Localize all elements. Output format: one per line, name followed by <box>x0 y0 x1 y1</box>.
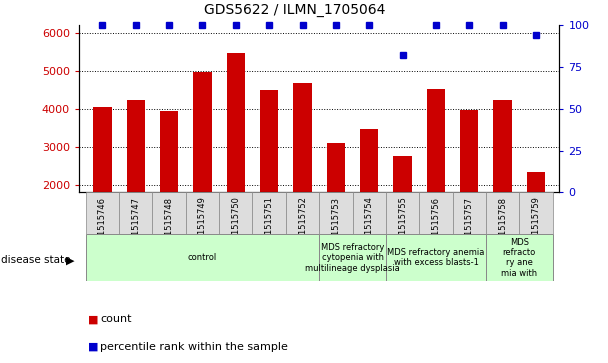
FancyBboxPatch shape <box>319 192 353 234</box>
Text: percentile rank within the sample: percentile rank within the sample <box>100 342 288 352</box>
Text: disease state: disease state <box>1 255 71 265</box>
Text: GSM1515753: GSM1515753 <box>331 197 340 253</box>
FancyBboxPatch shape <box>486 192 519 234</box>
Bar <box>126 100 145 261</box>
FancyBboxPatch shape <box>286 192 319 234</box>
Text: GSM1515747: GSM1515747 <box>131 197 140 253</box>
Text: control: control <box>188 253 217 262</box>
Text: GSM1515755: GSM1515755 <box>398 197 407 252</box>
FancyBboxPatch shape <box>153 192 186 234</box>
Text: ■: ■ <box>88 314 98 325</box>
Bar <box>293 83 312 261</box>
FancyBboxPatch shape <box>186 192 219 234</box>
FancyBboxPatch shape <box>219 192 252 234</box>
FancyBboxPatch shape <box>86 234 319 281</box>
Bar <box>193 72 212 261</box>
Text: ▶: ▶ <box>66 255 74 265</box>
Bar <box>427 89 445 261</box>
Bar <box>326 143 345 261</box>
FancyBboxPatch shape <box>519 192 553 234</box>
Bar <box>393 156 412 261</box>
Text: GSM1515750: GSM1515750 <box>231 197 240 252</box>
FancyBboxPatch shape <box>452 192 486 234</box>
Text: MDS
refracto
ry ane
mia with: MDS refracto ry ane mia with <box>501 238 537 278</box>
Text: GSM1515754: GSM1515754 <box>365 197 374 252</box>
Bar <box>93 107 111 261</box>
Text: GSM1515758: GSM1515758 <box>498 197 507 253</box>
Text: GSM1515759: GSM1515759 <box>531 197 541 252</box>
Text: ■: ■ <box>88 342 98 352</box>
FancyBboxPatch shape <box>386 234 486 281</box>
FancyBboxPatch shape <box>319 234 386 281</box>
Text: GSM1515746: GSM1515746 <box>98 197 107 253</box>
Bar <box>527 172 545 261</box>
Bar <box>494 100 512 261</box>
FancyBboxPatch shape <box>386 192 420 234</box>
Text: GSM1515757: GSM1515757 <box>465 197 474 253</box>
Title: GDS5622 / ILMN_1705064: GDS5622 / ILMN_1705064 <box>204 3 386 17</box>
Bar <box>260 90 278 261</box>
Text: MDS refractory
cytopenia with
multilineage dysplasia: MDS refractory cytopenia with multilinea… <box>305 243 400 273</box>
Text: GSM1515748: GSM1515748 <box>165 197 174 253</box>
FancyBboxPatch shape <box>420 192 452 234</box>
Bar <box>160 111 178 261</box>
Text: MDS refractory anemia
with excess blasts-1: MDS refractory anemia with excess blasts… <box>387 248 485 268</box>
Text: GSM1515749: GSM1515749 <box>198 197 207 252</box>
FancyBboxPatch shape <box>119 192 153 234</box>
FancyBboxPatch shape <box>86 192 119 234</box>
Text: count: count <box>100 314 132 325</box>
Bar <box>227 53 245 261</box>
FancyBboxPatch shape <box>252 192 286 234</box>
Bar <box>360 129 378 261</box>
Text: GSM1515751: GSM1515751 <box>264 197 274 252</box>
Text: GSM1515756: GSM1515756 <box>432 197 440 253</box>
Text: GSM1515752: GSM1515752 <box>298 197 307 252</box>
FancyBboxPatch shape <box>486 234 553 281</box>
FancyBboxPatch shape <box>353 192 386 234</box>
Bar <box>460 110 478 261</box>
